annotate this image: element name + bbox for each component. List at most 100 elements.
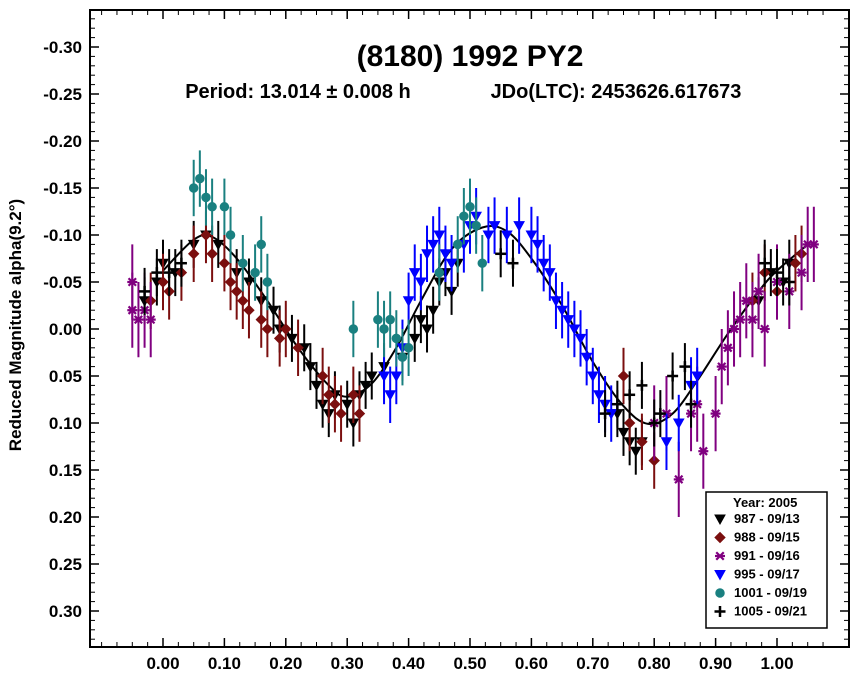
legend-marker — [714, 570, 726, 581]
data-point — [574, 310, 587, 367]
y-tick-label: 0.20 — [49, 508, 82, 527]
data-point — [679, 343, 691, 391]
data-point — [556, 282, 568, 339]
legend-label: 988 - 09/15 — [734, 530, 800, 545]
x-tick-label: 1.00 — [760, 654, 793, 673]
x-tick-label: 0.80 — [638, 654, 671, 673]
data-point — [415, 253, 427, 311]
data-point — [747, 282, 758, 358]
data-point — [735, 282, 746, 358]
data-point — [698, 413, 709, 489]
legend-item: 988 - 09/15 — [714, 530, 800, 545]
data-point — [580, 329, 593, 386]
epoch-label: JDo(LTC): 2453626.617673 — [491, 81, 742, 103]
data-point — [157, 253, 169, 311]
data-point — [624, 371, 636, 419]
data-point — [636, 361, 648, 409]
legend-marker — [714, 606, 726, 617]
data-point — [365, 352, 378, 400]
data-point — [267, 286, 280, 334]
data-point — [445, 235, 458, 292]
legend-items: 987 - 09/13 988 - 09/15 991 - 09/16 995 - 0… — [714, 511, 807, 619]
x-tick-label: 0.70 — [576, 654, 609, 673]
data-point — [359, 361, 372, 409]
data-point — [477, 235, 488, 292]
data-point — [310, 361, 323, 409]
legend-item: 991 - 09/16 — [715, 548, 800, 563]
y-tick-label: -0.10 — [43, 226, 82, 245]
y-tick-label: 0.05 — [49, 367, 82, 386]
data-point — [262, 253, 273, 311]
data-point — [586, 347, 599, 405]
data-point — [617, 408, 630, 456]
data-point — [391, 310, 402, 367]
data-point — [439, 225, 452, 282]
data-point — [238, 235, 248, 292]
legend-marker — [715, 588, 725, 598]
legend-marker — [714, 514, 726, 526]
data-point — [629, 427, 642, 475]
data-point — [667, 352, 679, 400]
data-point — [482, 206, 495, 264]
data-point — [471, 197, 481, 254]
data-point — [127, 272, 138, 348]
data-point — [347, 366, 360, 423]
data-point — [654, 390, 666, 438]
data-point — [531, 216, 544, 273]
y-tick-label: -0.25 — [43, 85, 82, 104]
data-point — [292, 319, 304, 376]
x-tick-label: 0.50 — [453, 654, 486, 673]
fourier-fit-curve — [162, 225, 809, 426]
legend-label: 995 - 09/17 — [734, 567, 800, 582]
y-tick-label: -0.20 — [43, 132, 82, 151]
data-point — [452, 216, 463, 273]
x-tick-label: 0.10 — [208, 654, 241, 673]
data-point — [286, 314, 298, 362]
data-point — [691, 347, 704, 405]
y-tick-label: 0.00 — [49, 320, 82, 339]
data-point — [384, 366, 397, 423]
data-point — [256, 216, 266, 273]
data-point — [488, 197, 501, 254]
data-point — [759, 291, 770, 367]
data-point — [187, 225, 200, 282]
series-995 — [378, 188, 704, 470]
data-point — [250, 244, 260, 301]
data-point — [568, 300, 581, 358]
data-point — [133, 282, 144, 358]
data-point — [525, 206, 538, 264]
data-point — [225, 206, 236, 264]
data-point — [753, 253, 764, 329]
data-point — [783, 258, 795, 306]
y-tick-label: -0.05 — [43, 273, 82, 292]
axis-layer: 0.00 0.10 0.20 0.30 0.40 0.50 0.60 0.70 0.80 0.90… — [43, 10, 849, 673]
data-point — [660, 413, 673, 470]
data-point — [636, 413, 648, 470]
data-point — [151, 249, 163, 297]
data-point — [219, 178, 230, 235]
legend-item: 995 - 09/17 — [714, 567, 800, 582]
data-point — [280, 300, 292, 358]
data-point — [207, 178, 217, 235]
data-point — [255, 291, 267, 348]
data-point — [348, 300, 359, 358]
data-point — [789, 235, 802, 292]
y-tick-label: 0.15 — [49, 461, 82, 480]
chart-title: (8180) 1992 PY2 — [357, 40, 584, 73]
data-point — [341, 380, 354, 428]
series-1001 — [188, 150, 488, 386]
data-point — [500, 206, 513, 264]
legend-item: 987 - 09/13 — [714, 511, 800, 526]
data-point — [408, 244, 421, 301]
data-point — [230, 263, 243, 320]
data-point — [507, 239, 519, 287]
data-point — [397, 329, 408, 386]
legend-box — [705, 491, 828, 629]
data-point — [139, 267, 151, 315]
y-tick-label: 0.25 — [49, 555, 82, 574]
data-point — [175, 239, 187, 287]
data-point — [771, 249, 783, 297]
data-point — [562, 291, 575, 348]
data-point — [304, 343, 317, 391]
